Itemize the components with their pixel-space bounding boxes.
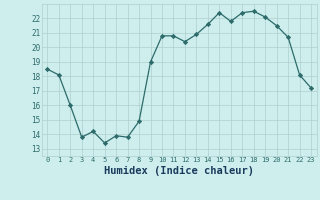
X-axis label: Humidex (Indice chaleur): Humidex (Indice chaleur): [104, 166, 254, 176]
